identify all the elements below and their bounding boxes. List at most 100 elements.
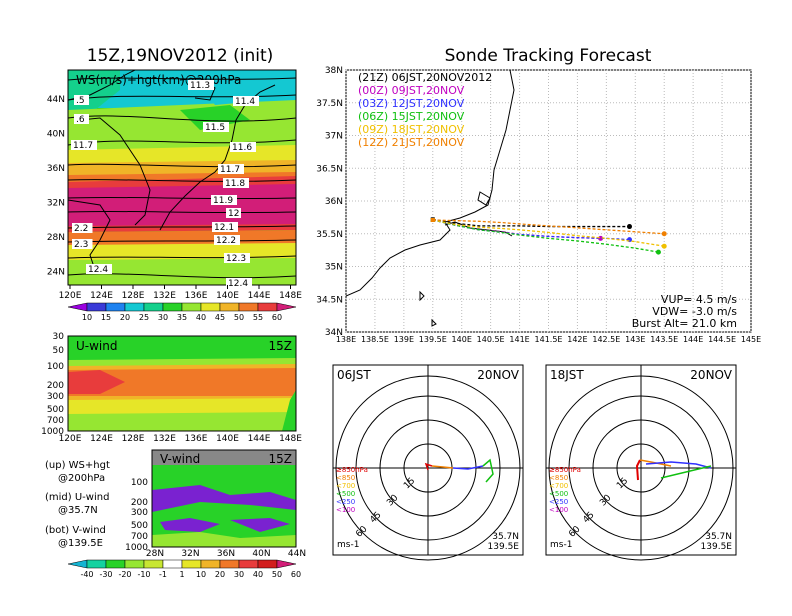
panel-legend: (up) WS+hgt @200hPa (mid) U-wind @35.7N …: [45, 460, 110, 549]
burst-annotation: Burst Alt= 21.0 km: [632, 317, 737, 330]
polar-panel-06jst: 06JST 20NOV15304560≥850hPa<850<700<500<25…: [332, 364, 524, 561]
hodograph-500: [482, 458, 494, 483]
v-wind-time: 15Z: [269, 452, 293, 466]
map-lat-tick-label: 40N: [47, 130, 65, 140]
tracking-x-tick: 143.5E: [650, 335, 678, 344]
v-pressure-tick: 200: [131, 498, 148, 508]
v-wind-label: V-wind: [160, 452, 200, 466]
tracking-x-tick: 138.5E: [361, 335, 389, 344]
tracking-chart: 138E 138.5E 139E 139.5E 140E 140.5E 141E 141.5E…: [316, 66, 761, 344]
u-pressure-tick: 500: [47, 405, 64, 415]
v-lat-tick: 32N: [181, 549, 199, 559]
polar-legend-entry: <500: [336, 490, 355, 498]
ws-colorbar-swatch: [86, 302, 107, 312]
tracking-x-tick: 145E: [741, 335, 761, 344]
polar-lat: 35.7N: [492, 532, 519, 542]
wind-colorbar-tick: 1: [179, 570, 184, 579]
track-line-series-5: [432, 219, 665, 235]
polar-legend-entry: <700: [549, 482, 568, 490]
tracking-y-tick: 35.5N: [316, 230, 343, 240]
tracking-x-ticks: 138E 138.5E 139E 139.5E 140E 140.5E 141E 141.5E…: [336, 335, 761, 344]
track-endpoint-series-5: [661, 231, 667, 237]
ws-map-label: WS(m/s)+hgt(km)@200hPa: [76, 73, 241, 87]
ws-colorbar-tick: 45: [215, 313, 225, 322]
wind-colorbar-tick: -20: [118, 570, 131, 579]
ws-colorbar-swatch: [162, 302, 183, 312]
contour-label: 12.2: [216, 236, 236, 246]
polar-lat: 35.7N: [705, 532, 732, 542]
wind-colorbar-swatch: [105, 559, 126, 569]
polar-legend-entry: <850: [336, 474, 355, 482]
wind-colorbar-swatch: [181, 559, 202, 569]
legend-entry-series-4: (09Z) 18JST,20NOV: [358, 123, 465, 136]
contour-label-bg: [212, 222, 238, 232]
contour-label-bg: [226, 208, 241, 218]
u-pressure-tick: 300: [47, 392, 64, 402]
track-line-series-3: [432, 219, 659, 253]
wind-colorbar-swatch: [143, 559, 164, 569]
tracking-y-tick: 34.5N: [316, 295, 343, 305]
contour-label: 11.8: [225, 179, 245, 189]
map-lon-tick-label: 144E: [248, 291, 271, 301]
v-pressure-tick: 1000: [125, 543, 148, 553]
contour-label-bg: [233, 96, 259, 106]
polar-lon: 139.5E: [701, 542, 733, 552]
polar-legend-entry: <250: [549, 498, 568, 506]
u-lon-tick: 144E: [248, 434, 271, 444]
contour-label: 11.6: [232, 143, 252, 153]
tracking-x-tick: 138E: [336, 335, 356, 344]
contour-label: 11.3: [190, 81, 210, 91]
tracking-y-tick: 37.5N: [316, 99, 343, 109]
right-title: Sonde Tracking Forecast: [445, 46, 652, 66]
contour-label-bg: [224, 253, 250, 263]
map-lat-tick-label: 28N: [47, 233, 65, 243]
contour-label: 12.4: [228, 279, 248, 289]
u-pressure-tick: 50: [53, 346, 65, 356]
polar-unit: ms-1: [550, 540, 572, 550]
contour-label-bg: [223, 178, 249, 188]
tracking-x-tick: 139.5E: [419, 335, 447, 344]
tracking-x-tick: 144E: [683, 335, 703, 344]
contour-labels: 11.3 11.4 11.5 11.6 11.7 11.8 11.9 12 12.1 12.2 12…: [71, 80, 259, 289]
left-title: 15Z,19NOV2012 (init): [87, 46, 274, 66]
u-lon-tick: 124E: [90, 434, 113, 444]
u-lon-tick: 148E: [279, 434, 302, 444]
contour-label-bg: [72, 223, 93, 233]
polar-time: 06JST: [337, 368, 371, 382]
v-pressure-tick: 500: [131, 521, 148, 531]
contour-label-bg: [226, 278, 252, 288]
ws-colorbar-swatch: [257, 302, 278, 312]
polar-legend-entry: <850: [549, 474, 568, 482]
tracking-y-tick: 38N: [325, 66, 343, 76]
legend-entry-series-3: (06Z) 15JST,20NOV: [358, 110, 465, 123]
polar-time: 18JST: [550, 368, 584, 382]
tracking-x-tick: 142E: [567, 335, 587, 344]
hodograph-250: [452, 465, 484, 470]
ws-colorbar-swatch: [105, 302, 126, 312]
map-lon-tick-label: 140E: [216, 291, 239, 301]
legend-line-3: (mid) U-wind: [45, 492, 109, 503]
polar-legend-entry: <250: [336, 498, 355, 506]
u-pressure-tick: 200: [47, 381, 64, 391]
v-lat-tick: 44N: [288, 549, 306, 559]
wind-colorbar-swatch: [238, 559, 259, 569]
contour-label: 2.3: [74, 240, 88, 250]
map-lon-tick-label: 124E: [90, 291, 113, 301]
u-wind-time: 15Z: [269, 339, 293, 353]
polar-legend-entry: <100: [336, 506, 355, 514]
map-lat-ticks: 44N 40N 36N 32N 28N 24N: [47, 95, 65, 278]
v-pressure-tick: 300: [131, 508, 148, 518]
u-wind-label: U-wind: [76, 339, 117, 353]
ws-colorbar-tick: 40: [196, 313, 206, 322]
legend-line-2: @200hPa: [58, 473, 105, 484]
polar-legend-entry: <700: [336, 482, 355, 490]
contour-label-bg: [214, 235, 240, 245]
map-lon-tick-label: 148E: [279, 291, 302, 301]
contour-label-bg: [218, 164, 244, 174]
ws-map-panel: WS(m/s)+hgt(km)@200hPa 11.311.411.511.61…: [47, 69, 302, 301]
v-pressure-tick: 100: [131, 478, 148, 488]
map-lon-tick-label: 120E: [59, 291, 82, 301]
contour-label-bg: [71, 140, 97, 150]
map-lat-tick-label: 32N: [47, 199, 65, 209]
